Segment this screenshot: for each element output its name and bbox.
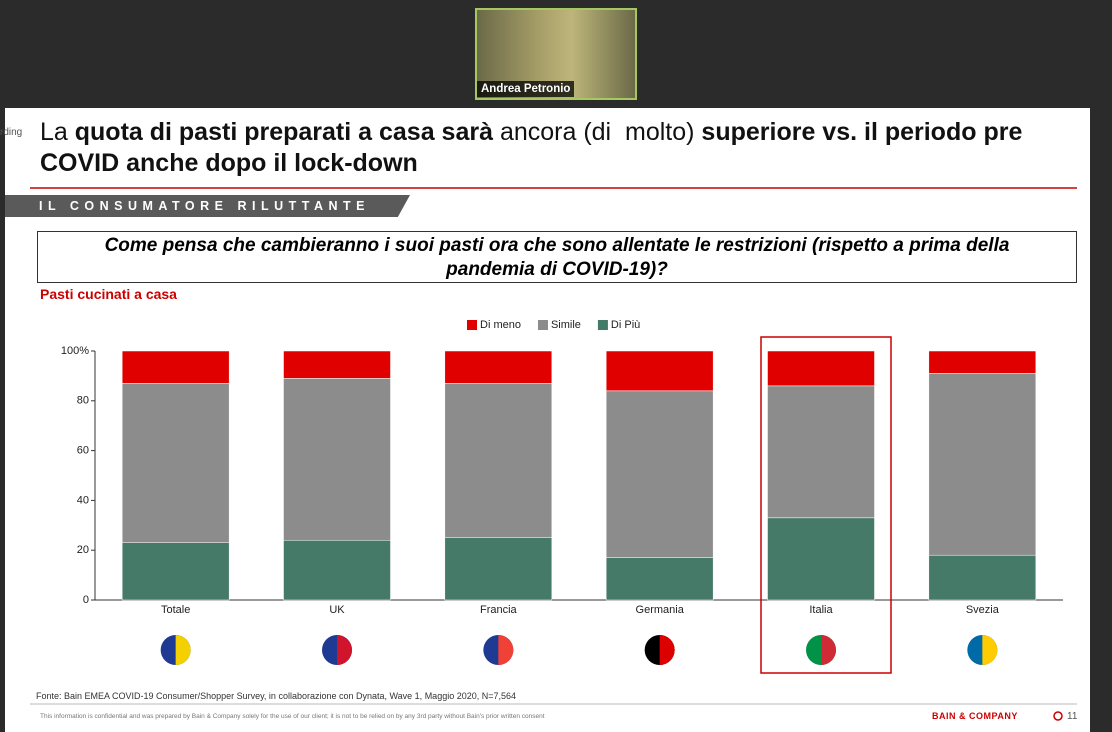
bar-segment	[605, 557, 714, 601]
flag-icon	[175, 635, 191, 665]
bar-segment	[767, 385, 875, 519]
brand: BAIN & COMPANY	[932, 711, 1018, 721]
disclaimer: This information is confidential and was…	[40, 713, 545, 720]
bar-segment	[283, 539, 391, 601]
x-tick-label: Totale	[161, 604, 190, 616]
bar-segment	[121, 350, 230, 384]
flag-icon	[498, 635, 514, 665]
legend-swatch	[537, 320, 548, 330]
x-tick-label: Svezia	[966, 604, 1000, 616]
brand-logo	[1053, 711, 1063, 721]
x-tick-label: Italia	[809, 604, 833, 616]
bar-segment	[767, 350, 875, 387]
flag-icon	[821, 635, 836, 665]
y-tick-label: 80	[77, 395, 89, 407]
title-part: ancora (di molto)	[493, 118, 702, 146]
flag-icon	[337, 635, 352, 665]
x-tick-label: UK	[329, 604, 345, 616]
chart-label: Pasti cucinati a casa	[40, 286, 177, 302]
bar-segment	[444, 383, 553, 538]
bar-segment	[444, 537, 553, 601]
title-part: quota di pasti preparati a casa sarà	[74, 118, 493, 146]
flag-icon	[659, 635, 675, 665]
y-tick-label: 100%	[61, 345, 89, 357]
bar-segment	[928, 373, 1037, 556]
bar-segment	[767, 517, 875, 601]
bar-segment	[605, 390, 714, 558]
bar-segment	[928, 350, 1037, 374]
legend-label: Di meno	[480, 319, 521, 331]
slide-title: La quota di pasti preparati a casa sarà …	[40, 117, 1090, 179]
legend-swatch	[597, 320, 608, 330]
y-tick-label: 60	[77, 445, 89, 457]
flag-icon	[982, 635, 998, 665]
legend-label: Di Più	[611, 319, 640, 331]
y-tick-label: 40	[77, 494, 89, 506]
page-number: 11	[1067, 711, 1078, 722]
participant-name: Andrea Petronio	[477, 81, 575, 97]
bar-segment	[605, 350, 714, 392]
title-part: La	[40, 118, 75, 146]
highlight-box	[760, 336, 892, 674]
y-tick-label: 0	[83, 594, 89, 606]
survey-question: Come pensa che cambieranno i suoi pasti …	[37, 231, 1077, 283]
y-tick-label: 20	[77, 544, 89, 556]
bar-segment	[928, 554, 1037, 601]
x-tick-label: Francia	[480, 604, 518, 616]
source-note: Fonte: Bain EMEA COVID-19 Consumer/Shopp…	[36, 691, 517, 701]
bar-segment	[121, 542, 230, 601]
bar-segment	[121, 383, 230, 543]
legend-swatch	[467, 320, 477, 330]
bar-segment	[283, 350, 391, 379]
recording-fragment: rding	[0, 127, 23, 138]
x-tick-label: Germania	[636, 604, 685, 616]
bar-segment	[283, 378, 391, 541]
bar-segment	[444, 350, 553, 384]
legend-label: Simile	[551, 319, 581, 331]
section-banner: IL CONSUMATORE RILUTTANTE	[5, 195, 410, 217]
title-part: superiore vs. il periodo pre COVID anche…	[40, 118, 1030, 177]
